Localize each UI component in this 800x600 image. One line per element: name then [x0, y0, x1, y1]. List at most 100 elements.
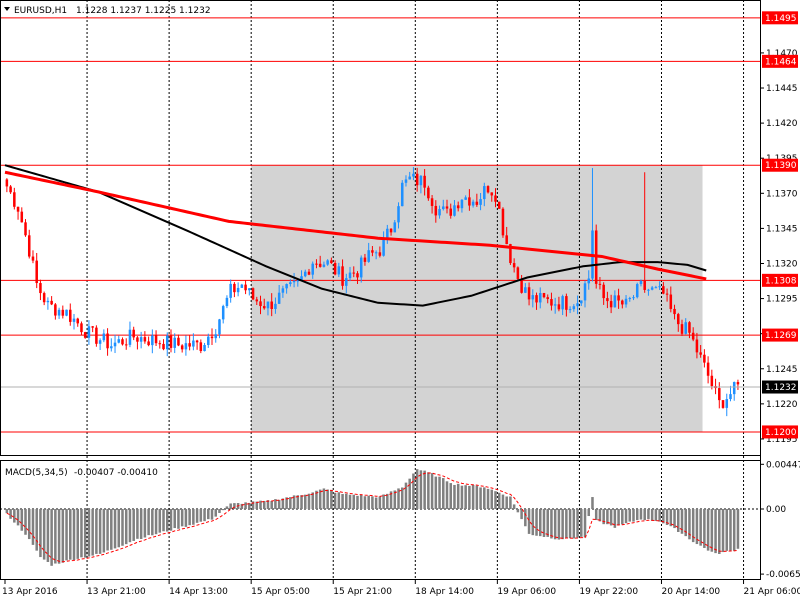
macd-bar — [345, 493, 348, 509]
candle-body — [490, 192, 494, 196]
macd-bar — [471, 484, 475, 509]
candle-body — [415, 173, 419, 186]
ohlc-values: 1.1228 1.1237 1.1225 1.1232 — [76, 6, 211, 16]
macd-bar — [512, 504, 516, 509]
candle-body — [721, 400, 725, 408]
candle-body — [24, 222, 27, 236]
candle-body — [300, 276, 303, 281]
candle-body — [333, 263, 337, 275]
ma-slow-line[interactable] — [4, 164, 707, 307]
price-tick-label: 1.1220 — [766, 400, 798, 410]
price-tick-label: 1.1420 — [766, 119, 798, 129]
macd-bar — [50, 509, 53, 566]
time-tick-label: 13 Apr 2016 — [2, 587, 58, 597]
macd-histogram — [5, 469, 740, 566]
time-axis: 13 Apr 2016 13 Apr 21:00 14 Apr 13:00 15 Ap… — [2, 580, 800, 597]
candle-body — [374, 252, 378, 254]
candle-body — [46, 300, 50, 303]
candle-body — [218, 319, 221, 335]
macd-bar — [57, 509, 61, 564]
macd-bar — [602, 509, 605, 525]
candle-body — [76, 318, 79, 324]
candle-body — [725, 399, 729, 408]
candle-body — [494, 195, 497, 202]
macd-bar — [706, 509, 710, 551]
candle-body — [427, 187, 430, 199]
candle-body — [31, 256, 35, 261]
candle-body — [729, 394, 732, 400]
macd-bar — [203, 509, 206, 522]
macd-bar — [442, 478, 445, 509]
candle-body — [706, 362, 710, 376]
level-tag-bg — [762, 158, 798, 172]
price-tick-label: 1.1195 — [766, 435, 798, 445]
candle-body — [572, 306, 576, 310]
macd-bar — [281, 498, 285, 509]
macd-bar — [91, 509, 94, 556]
macd-bar — [538, 509, 542, 537]
candle-body — [468, 197, 471, 206]
macd-bar — [527, 509, 531, 534]
candle-body — [69, 309, 72, 322]
candle-body — [445, 206, 449, 209]
candle-body — [609, 301, 613, 308]
macd-bar — [270, 500, 273, 509]
time-tick-label: 15 Apr 05:00 — [251, 587, 310, 597]
macd-bar — [374, 497, 378, 509]
candle-body — [13, 192, 16, 207]
candle-body — [165, 335, 169, 350]
candle-body — [665, 293, 669, 295]
macd-bar — [184, 509, 188, 527]
candle-body — [42, 293, 46, 303]
macd-bar — [251, 501, 255, 509]
candle-body — [233, 283, 236, 293]
macd-bar — [628, 509, 632, 522]
candle-body — [434, 205, 438, 216]
candle-body — [356, 273, 359, 278]
candle-body — [568, 309, 572, 311]
macd-bar — [31, 509, 35, 545]
macd-bar — [162, 509, 165, 532]
candle-body — [240, 284, 244, 288]
macd-bar — [453, 484, 456, 509]
candle-body — [180, 345, 184, 350]
ma-fast-line[interactable] — [4, 170, 707, 281]
chevron-down-icon[interactable] — [4, 7, 10, 11]
candle-body — [632, 297, 635, 299]
candle-body — [718, 388, 721, 401]
candle-body — [400, 182, 404, 207]
macd-bar — [673, 509, 676, 529]
candle-body — [147, 341, 150, 346]
macd-bar — [83, 509, 87, 558]
macd-bar — [531, 509, 535, 536]
candle-body — [710, 375, 714, 387]
candle-body — [207, 336, 210, 345]
candle-body — [65, 309, 68, 316]
candle-body — [538, 293, 542, 303]
macd-bar — [13, 509, 16, 523]
macd-bar — [132, 509, 135, 541]
macd-bar — [654, 509, 658, 521]
candle-body — [483, 186, 486, 200]
candle-body — [363, 257, 367, 262]
price-tick-label: 1.1320 — [766, 259, 798, 269]
candle-body — [359, 257, 363, 278]
time-tick-label: 20 Apr 14:00 — [661, 587, 720, 597]
candle-body — [643, 280, 646, 290]
level-tag-label: 1.1390 — [765, 161, 797, 171]
candle-body — [565, 296, 568, 310]
chart-header: EURUSD,H1 1.1228 1.1237 1.1225 1.1232 — [4, 6, 211, 16]
macd-bar — [423, 470, 426, 509]
candle-body — [546, 297, 549, 300]
candle-body — [143, 337, 147, 342]
horizontal-levels[interactable] — [0, 17, 760, 433]
candle-body — [561, 296, 564, 310]
price-tick-label: 1.1370 — [766, 189, 798, 199]
macd-bar — [233, 503, 236, 509]
macd-bar — [80, 509, 83, 558]
candle-body — [158, 343, 162, 345]
candle-body — [606, 298, 609, 302]
macd-signal-line — [6, 472, 739, 563]
macd-bar — [322, 488, 326, 509]
